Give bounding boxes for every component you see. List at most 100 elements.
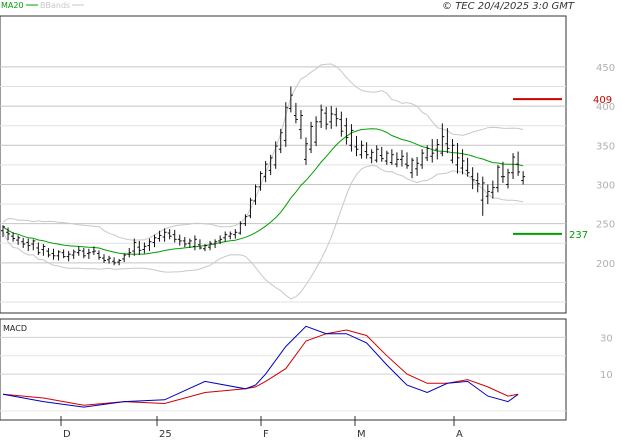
ohlc-bar xyxy=(319,104,324,129)
ohlc-bar xyxy=(96,250,101,260)
x-axis-tick-label: 25 xyxy=(159,429,172,440)
bbands-upper-line xyxy=(2,63,524,241)
ohlc-bar xyxy=(137,240,142,256)
ohlc-bar xyxy=(117,258,122,266)
ohlc-bar xyxy=(485,184,490,205)
x-axis-tick-label: M xyxy=(357,429,366,440)
ohlc-bar xyxy=(379,146,384,162)
ohlc-bar xyxy=(107,255,112,264)
ohlc-bar xyxy=(187,238,192,248)
ohlc-bar xyxy=(6,227,11,241)
x-axis: D 25 F M A xyxy=(0,416,566,440)
ohlc-bar xyxy=(511,153,516,179)
ohlc-bar xyxy=(86,248,91,259)
price-axis-tick-label: 450 xyxy=(596,63,615,74)
ohlc-bar xyxy=(263,160,268,183)
ohlc-bar xyxy=(112,257,117,266)
ohlc-bar xyxy=(243,214,248,227)
ohlc-bar xyxy=(167,229,172,240)
ohlc-bar xyxy=(21,237,26,248)
ohlc-bar xyxy=(66,251,71,262)
ohlc-bar xyxy=(51,248,56,260)
ohlc-bar xyxy=(500,161,505,183)
ohlc-bar xyxy=(253,184,258,205)
ohlc-bar xyxy=(268,154,273,176)
ohlc-bar xyxy=(435,139,440,160)
ohlc-bar xyxy=(288,86,293,113)
ohlc-bar xyxy=(344,117,349,145)
ohlc-bar xyxy=(304,137,308,165)
ohlc-bar xyxy=(384,150,389,165)
chart-header: MA20 BBands © TEC 20/4/2025 3:0 GMT xyxy=(1,1,575,12)
ohlc-bar xyxy=(293,102,298,124)
ohlc-bar xyxy=(506,168,510,189)
ohlc-bar xyxy=(460,149,465,175)
ohlc-bar xyxy=(399,150,404,167)
ohlc-bar xyxy=(16,235,21,245)
ohlc-bar xyxy=(122,253,127,263)
ohlc-bar xyxy=(273,141,278,169)
ohlc-bar xyxy=(197,239,202,250)
ohlc-bar xyxy=(218,235,223,245)
ohlc-bar xyxy=(1,225,5,237)
ohlc-bar xyxy=(394,152,399,168)
ohlc-bar xyxy=(56,250,61,261)
ohlc-bar xyxy=(374,145,379,163)
ohlc-bar xyxy=(147,238,152,252)
ohlc-bar xyxy=(283,102,288,147)
ohlc-bar xyxy=(76,246,81,256)
ohlc-bar xyxy=(248,197,253,219)
ohlc-bar xyxy=(46,247,51,258)
macd-axis-tick-label: 30 xyxy=(600,333,613,344)
ohlc-bar xyxy=(182,236,187,248)
ohlc-bar xyxy=(61,249,66,259)
macd-line xyxy=(2,325,519,408)
ohlc-bar xyxy=(228,231,233,240)
ohlc-bar xyxy=(410,157,415,179)
ohlc-bar xyxy=(450,139,455,164)
ohlc-bar xyxy=(213,239,218,248)
ohlc-bar xyxy=(405,152,409,169)
ohlc-bar xyxy=(152,234,157,248)
ohlc-bar xyxy=(495,164,500,193)
ohlc-bar xyxy=(157,230,162,242)
ohlc-bar xyxy=(71,249,76,259)
ohlc-bar xyxy=(364,142,369,159)
copyright-stamp: © TEC 20/4/2025 3:0 GMT xyxy=(442,1,575,12)
legend-bbands-label: BBands xyxy=(40,1,70,10)
ohlc-bar xyxy=(81,247,86,259)
ohlc-bar xyxy=(349,124,354,152)
ohlc-bar xyxy=(132,238,137,256)
ohlc-bar xyxy=(41,244,46,256)
ohlc-bar xyxy=(142,242,147,254)
x-axis-tick-label: A xyxy=(456,429,463,440)
ohlc-bar xyxy=(440,123,445,157)
ohlc-bar xyxy=(309,121,314,154)
ohlc-bar xyxy=(91,246,96,256)
ohlc-bar xyxy=(258,171,263,191)
x-axis-tick-label: D xyxy=(63,429,71,440)
ohlc-bar xyxy=(172,229,177,243)
ohlc-bar xyxy=(354,135,359,157)
ohlc-bar xyxy=(490,180,495,199)
ohlc-bar xyxy=(127,247,132,258)
ohlc-bar xyxy=(369,149,374,164)
ohlc-bar xyxy=(31,239,36,251)
ohlc-bar xyxy=(102,254,106,263)
ma20-line xyxy=(2,128,524,255)
ohlc-bar xyxy=(359,140,364,159)
ohlc-bar xyxy=(430,139,435,163)
ohlc-bar xyxy=(516,151,521,176)
macd-axis-tick-label: 10 xyxy=(600,370,613,381)
price-axis-tick-label: 300 xyxy=(596,180,615,191)
ohlc-bar xyxy=(162,228,167,242)
price-axis-tick-label: 200 xyxy=(596,259,615,270)
ohlc-bar xyxy=(455,142,460,174)
ohlc-bar xyxy=(223,231,228,242)
ohlc-bar xyxy=(334,107,339,127)
ohlc-bar xyxy=(278,128,283,154)
macd-signal-line xyxy=(2,329,519,406)
ohlc-bar xyxy=(238,221,243,235)
ohlc-bar xyxy=(324,106,329,130)
price-axis-tick-label: 350 xyxy=(596,141,615,152)
